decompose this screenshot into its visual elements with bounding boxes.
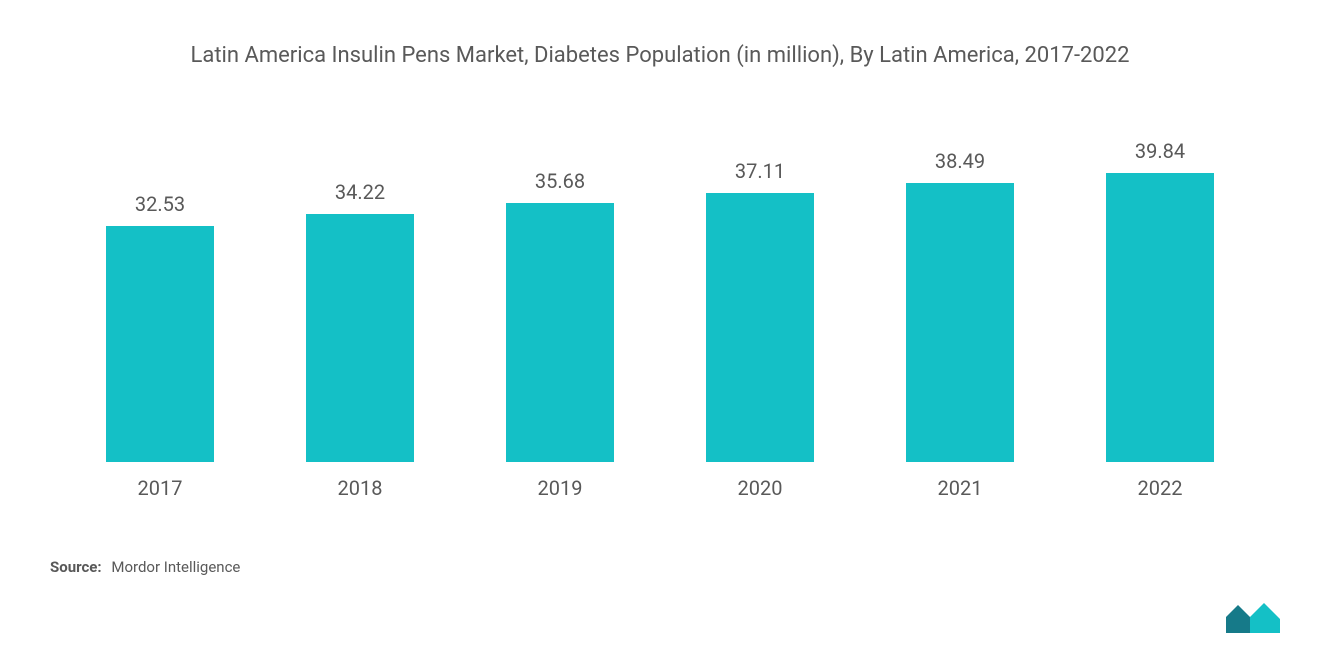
logo-left-bar bbox=[1226, 605, 1250, 633]
bar-value-label: 34.22 bbox=[335, 180, 385, 204]
x-tick: 2022 bbox=[1060, 476, 1260, 500]
source-attribution: Source: Mordor Intelligence bbox=[50, 558, 1270, 576]
x-tick: 2018 bbox=[260, 476, 460, 500]
bar-value-label: 37.11 bbox=[735, 159, 785, 183]
bar-group-2021: 38.49 bbox=[860, 132, 1060, 462]
bar bbox=[706, 193, 814, 462]
bar bbox=[306, 214, 414, 462]
x-tick: 2021 bbox=[860, 476, 1060, 500]
bar-group-2019: 35.68 bbox=[460, 132, 660, 462]
bar bbox=[506, 203, 614, 462]
bar-value-label: 32.53 bbox=[135, 192, 185, 216]
source-label: Source: bbox=[50, 558, 102, 576]
chart-title: Latin America Insulin Pens Market, Diabe… bbox=[191, 40, 1130, 72]
bar-group-2018: 34.22 bbox=[260, 132, 460, 462]
bar-value-label: 39.84 bbox=[1135, 139, 1185, 163]
bar bbox=[1106, 173, 1214, 462]
bar bbox=[906, 183, 1014, 462]
logo-right-bar bbox=[1250, 603, 1280, 633]
x-tick: 2020 bbox=[660, 476, 860, 500]
bar-group-2022: 39.84 bbox=[1060, 132, 1260, 462]
bar-group-2017: 32.53 bbox=[60, 132, 260, 462]
bar-group-2020: 37.11 bbox=[660, 132, 860, 462]
x-axis: 2017 2018 2019 2020 2021 2022 bbox=[50, 476, 1270, 500]
bar-value-label: 38.49 bbox=[935, 149, 985, 173]
x-tick: 2017 bbox=[60, 476, 260, 500]
x-tick: 2019 bbox=[460, 476, 660, 500]
mordor-logo-icon bbox=[1224, 597, 1284, 635]
bar-value-label: 35.68 bbox=[535, 169, 585, 193]
plot-area: 32.53 34.22 35.68 37.11 38.49 39.84 bbox=[50, 132, 1270, 462]
chart-container: Latin America Insulin Pens Market, Diabe… bbox=[0, 0, 1320, 665]
bar bbox=[106, 226, 214, 462]
source-value: Mordor Intelligence bbox=[111, 558, 240, 576]
